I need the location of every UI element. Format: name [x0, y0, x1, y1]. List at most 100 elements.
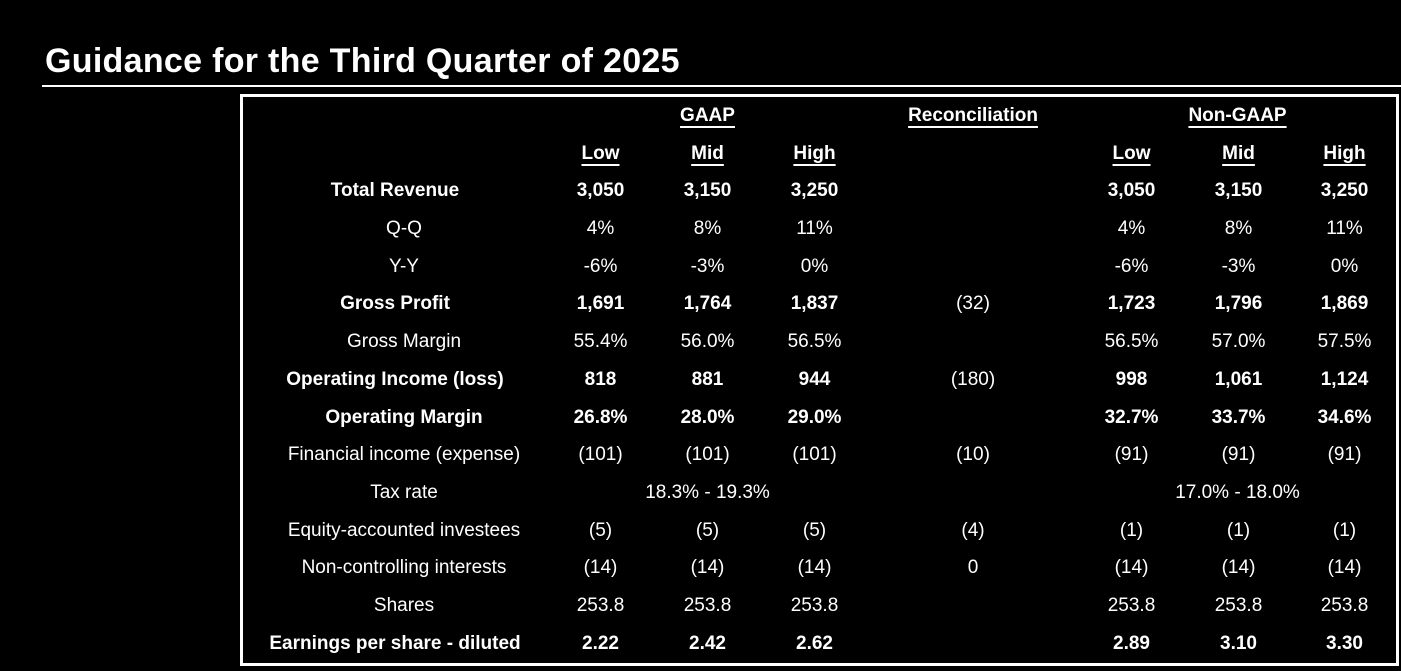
- cell-nongaap-high: (14): [1327, 557, 1362, 579]
- cell-reconciliation: [868, 399, 1078, 437]
- cell-reconciliation: [868, 248, 1078, 286]
- row-label: Earnings per share - diluted: [269, 633, 521, 655]
- cell-gaap-low: 818: [584, 368, 617, 390]
- cell-nongaap-low: 1,723: [1107, 293, 1156, 315]
- row-label: Total Revenue: [330, 180, 460, 202]
- cell-nongaap-low: 4%: [1117, 218, 1146, 240]
- cell-reconciliation: (10): [956, 444, 990, 466]
- header-reconciliation: Reconciliation: [868, 97, 1078, 135]
- cell-reconciliation: (180): [950, 368, 996, 390]
- table-row-total-revenue: Total Revenue 3,050 3,150 3,250 3,050 3,…: [243, 172, 1397, 210]
- cell-nongaap-low: 3,050: [1107, 180, 1156, 202]
- cell-gaap-low: 2.22: [582, 633, 619, 655]
- cell-nongaap-high: (1): [1332, 519, 1357, 541]
- cell-nongaap-high: 0%: [1330, 255, 1359, 277]
- cell-nongaap-mid: 33.7%: [1211, 406, 1266, 428]
- cell-nongaap-high: 34.6%: [1317, 406, 1372, 428]
- page-title: Guidance for the Third Quarter of 2025: [45, 42, 680, 80]
- cell-gaap-mid: (14): [690, 557, 725, 579]
- cell-nongaap-mid: 1,061: [1214, 368, 1263, 390]
- cell-nongaap-mid: 1,796: [1214, 293, 1263, 315]
- cell-reconciliation: [868, 323, 1078, 361]
- cell-reconciliation: 0: [967, 557, 979, 579]
- subheader-nongaap-mid-label: Mid: [1222, 142, 1255, 164]
- subheader-spacer: [243, 135, 547, 173]
- cell-gaap-high: 1,837: [790, 293, 839, 315]
- header-non-gaap-label: Non-GAAP: [1188, 104, 1287, 126]
- cell-nongaap-high: 3,250: [1320, 180, 1369, 202]
- row-label: Operating Margin: [325, 406, 483, 428]
- cell-gaap-mid: 253.8: [683, 595, 732, 617]
- subheader-nongaap-low-label: Low: [1112, 142, 1151, 164]
- cell-nongaap-high: 1,124: [1320, 368, 1369, 390]
- cell-gaap-mid: 3,150: [683, 180, 732, 202]
- cell-gaap-mid: 2.42: [689, 633, 726, 655]
- table-row-operating-margin: Operating Margin 26.8% 28.0% 29.0% 32.7%…: [243, 399, 1397, 437]
- row-label: Gross Margin: [346, 331, 462, 353]
- cell-reconciliation: [868, 474, 1078, 512]
- cell-gaap-low: 55.4%: [573, 331, 628, 353]
- row-label: Shares: [373, 595, 435, 617]
- row-label: Non-controlling interests: [301, 557, 507, 579]
- cell-reconciliation: (32): [956, 293, 990, 315]
- header-gaap: GAAP: [547, 97, 868, 135]
- table-row-tax-rate: Tax rate 18.3% - 19.3% 17.0% - 18.0%: [243, 474, 1397, 512]
- cell-nongaap-mid: 253.8: [1214, 595, 1263, 617]
- cell-gaap-mid: -3%: [690, 255, 725, 277]
- header-non-gaap: Non-GAAP: [1078, 97, 1397, 135]
- cell-gaap-high: 11%: [796, 218, 833, 240]
- guidance-table: GAAP Reconciliation Non-GAAP Low Mid Hig…: [240, 94, 1399, 666]
- cell-reconciliation: [868, 587, 1078, 625]
- cell-gaap-high: 29.0%: [787, 406, 842, 428]
- subheader-gaap-high: High: [761, 135, 868, 173]
- subheader-nongaap-high: High: [1292, 135, 1397, 173]
- cell-nongaap-mid: -3%: [1221, 255, 1256, 277]
- header-gaap-label: GAAP: [680, 104, 735, 126]
- cell-gaap-mid: 28.0%: [680, 406, 735, 428]
- row-label: Gross Profit: [340, 293, 450, 315]
- subheader-nongaap-high-label: High: [1323, 142, 1366, 164]
- cell-nongaap-mid: (91): [1221, 444, 1256, 466]
- table-row-financial-income: Financial income (expense) (101) (101) (…: [243, 436, 1397, 474]
- row-label: Q-Q: [386, 218, 422, 240]
- cell-nongaap-high: (91): [1327, 444, 1362, 466]
- cell-gaap-low: 253.8: [576, 595, 625, 617]
- subheader-recon-spacer: [868, 135, 1078, 173]
- cell-gaap-mid: 56.0%: [680, 331, 735, 353]
- cell-gaap-mid: (101): [685, 444, 730, 466]
- cell-gaap-mid: (5): [695, 519, 720, 541]
- cell-nongaap-high: 11%: [1326, 218, 1363, 240]
- cell-nongaap-high: 1,869: [1320, 293, 1369, 315]
- cell-nongaap-high: 253.8: [1320, 595, 1369, 617]
- cell-gaap-high: 3,250: [790, 180, 839, 202]
- cell-reconciliation: (4): [961, 519, 985, 541]
- cell-nongaap-low: (91): [1114, 444, 1149, 466]
- row-label: Equity-accounted investees: [287, 519, 521, 541]
- table-row-gross-margin: Gross Margin 55.4% 56.0% 56.5% 56.5% 57.…: [243, 323, 1397, 361]
- cell-reconciliation: [868, 210, 1078, 248]
- cell-gaap-low: (14): [583, 557, 618, 579]
- table-row-gross-profit: Gross Profit 1,691 1,764 1,837 (32) 1,72…: [243, 286, 1397, 324]
- cell-nongaap-mid: 57.0%: [1211, 331, 1266, 353]
- cell-nongaap-mid: 3.10: [1220, 633, 1257, 655]
- cell-gaap-high: (5): [802, 519, 827, 541]
- cell-gaap-low: -6%: [583, 255, 618, 277]
- table-row-operating-income: Operating Income (loss) 818 881 944 (180…: [243, 361, 1397, 399]
- cell-gaap-low: 1,691: [576, 293, 625, 315]
- subheader-gaap-low-label: Low: [581, 142, 620, 164]
- cell-gaap-low: 4%: [586, 218, 615, 240]
- cell-nongaap-mid: (1): [1226, 519, 1251, 541]
- cell-gaap-high: 253.8: [790, 595, 839, 617]
- cell-nongaap-low: (14): [1114, 557, 1149, 579]
- row-label: Y-Y: [389, 255, 419, 277]
- cell-nongaap-low: 998: [1115, 368, 1148, 390]
- row-label: Operating Income (loss): [286, 368, 504, 390]
- subheader-gaap-mid-label: Mid: [691, 142, 724, 164]
- cell-gaap-low: (101): [578, 444, 623, 466]
- cell-nongaap-low: -6%: [1114, 255, 1149, 277]
- table-row-noncontrolling: Non-controlling interests (14) (14) (14)…: [243, 550, 1397, 588]
- table-row-shares: Shares 253.8 253.8 253.8 253.8 253.8 253…: [243, 587, 1397, 625]
- table-row-eps-diluted: Earnings per share - diluted 2.22 2.42 2…: [243, 625, 1397, 663]
- cell-reconciliation: [868, 172, 1078, 210]
- cell-nongaap-low: 56.5%: [1104, 331, 1159, 353]
